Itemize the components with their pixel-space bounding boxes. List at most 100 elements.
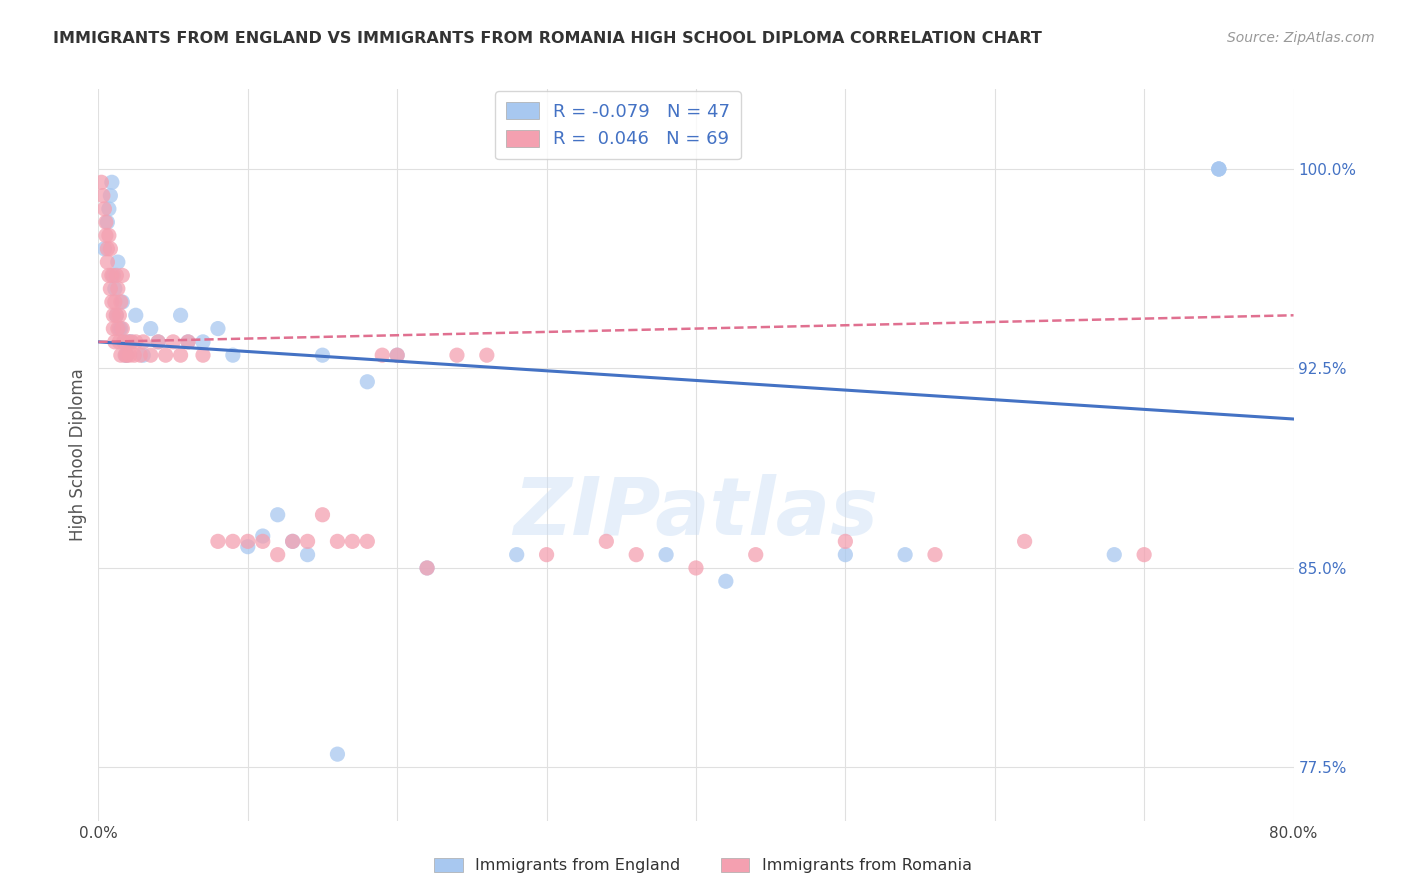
Point (110, 321, 132, 335)
Point (834, 534, 856, 549)
Point (103, 308, 125, 322)
Point (125, 308, 148, 322)
Point (281, 534, 304, 549)
Point (297, 548, 319, 562)
Point (1208, 161, 1230, 176)
Point (252, 534, 274, 549)
Point (475, 348, 498, 362)
Point (129, 348, 152, 362)
Point (155, 348, 177, 362)
Point (714, 574, 737, 589)
Legend: Immigrants from England, Immigrants from Romania: Immigrants from England, Immigrants from… (427, 851, 979, 880)
Point (311, 348, 333, 362)
Point (97, 202, 120, 216)
Point (356, 375, 378, 389)
Point (148, 334, 170, 349)
Point (98, 282, 122, 296)
Point (103, 321, 125, 335)
Point (104, 295, 127, 310)
Point (139, 321, 162, 335)
Point (371, 348, 394, 362)
Point (236, 540, 259, 554)
Text: ZIPatlas: ZIPatlas (513, 475, 879, 552)
Point (1208, 161, 1230, 176)
Point (112, 334, 135, 349)
Point (101, 295, 124, 310)
Point (385, 348, 409, 362)
Point (191, 348, 214, 362)
Point (93, 202, 115, 216)
Point (834, 548, 856, 562)
Point (148, 334, 170, 349)
Point (101, 268, 124, 283)
Point (107, 321, 129, 335)
Point (169, 348, 191, 362)
Point (94, 228, 117, 243)
Point (125, 334, 148, 349)
Point (132, 348, 155, 362)
Text: IMMIGRANTS FROM ENGLAND VS IMMIGRANTS FROM ROMANIA HIGH SCHOOL DIPLOMA CORRELATI: IMMIGRANTS FROM ENGLAND VS IMMIGRANTS FR… (53, 31, 1042, 46)
Point (120, 334, 142, 349)
Point (104, 334, 127, 349)
Point (105, 268, 128, 283)
Point (94, 215, 117, 229)
Point (267, 548, 290, 562)
Point (107, 282, 129, 296)
Point (1014, 534, 1036, 549)
Point (111, 268, 134, 283)
Point (98, 242, 122, 256)
Point (191, 334, 214, 349)
Point (114, 348, 136, 362)
Point (91, 188, 114, 202)
Point (103, 268, 125, 283)
Point (536, 548, 558, 562)
Point (222, 348, 245, 362)
Point (342, 534, 364, 549)
Point (115, 348, 138, 362)
Point (1104, 548, 1126, 562)
Point (139, 348, 162, 362)
Point (461, 854, 484, 868)
Point (111, 321, 134, 335)
Text: Source: ZipAtlas.com: Source: ZipAtlas.com (1227, 31, 1375, 45)
Point (110, 295, 132, 310)
Point (97, 228, 120, 243)
Legend: R = -0.079   N = 47, R =  0.046   N = 69: R = -0.079 N = 47, R = 0.046 N = 69 (495, 91, 741, 159)
Point (114, 348, 136, 362)
Point (105, 308, 128, 322)
Point (326, 534, 349, 549)
Point (385, 348, 409, 362)
Point (90, 175, 112, 189)
Point (107, 255, 129, 269)
Point (685, 561, 707, 575)
Point (115, 348, 138, 362)
Point (506, 548, 529, 562)
Point (120, 334, 142, 349)
Point (326, 747, 349, 761)
Point (108, 308, 131, 322)
Point (162, 334, 184, 349)
Point (111, 295, 134, 310)
Point (108, 321, 131, 335)
Point (446, 348, 468, 362)
Point (626, 548, 648, 562)
Point (222, 534, 245, 549)
Point (105, 308, 128, 322)
Point (108, 334, 131, 349)
Point (595, 534, 617, 549)
Point (118, 348, 141, 362)
Point (252, 529, 274, 543)
Point (416, 561, 439, 575)
Point (117, 334, 139, 349)
Point (101, 175, 124, 189)
Point (117, 334, 139, 349)
Point (1208, 161, 1230, 176)
Point (96, 215, 118, 229)
Point (356, 534, 378, 549)
Point (112, 334, 135, 349)
Point (104, 282, 127, 296)
Point (281, 534, 304, 549)
Point (297, 534, 319, 549)
Point (124, 348, 146, 362)
Point (97, 268, 120, 283)
